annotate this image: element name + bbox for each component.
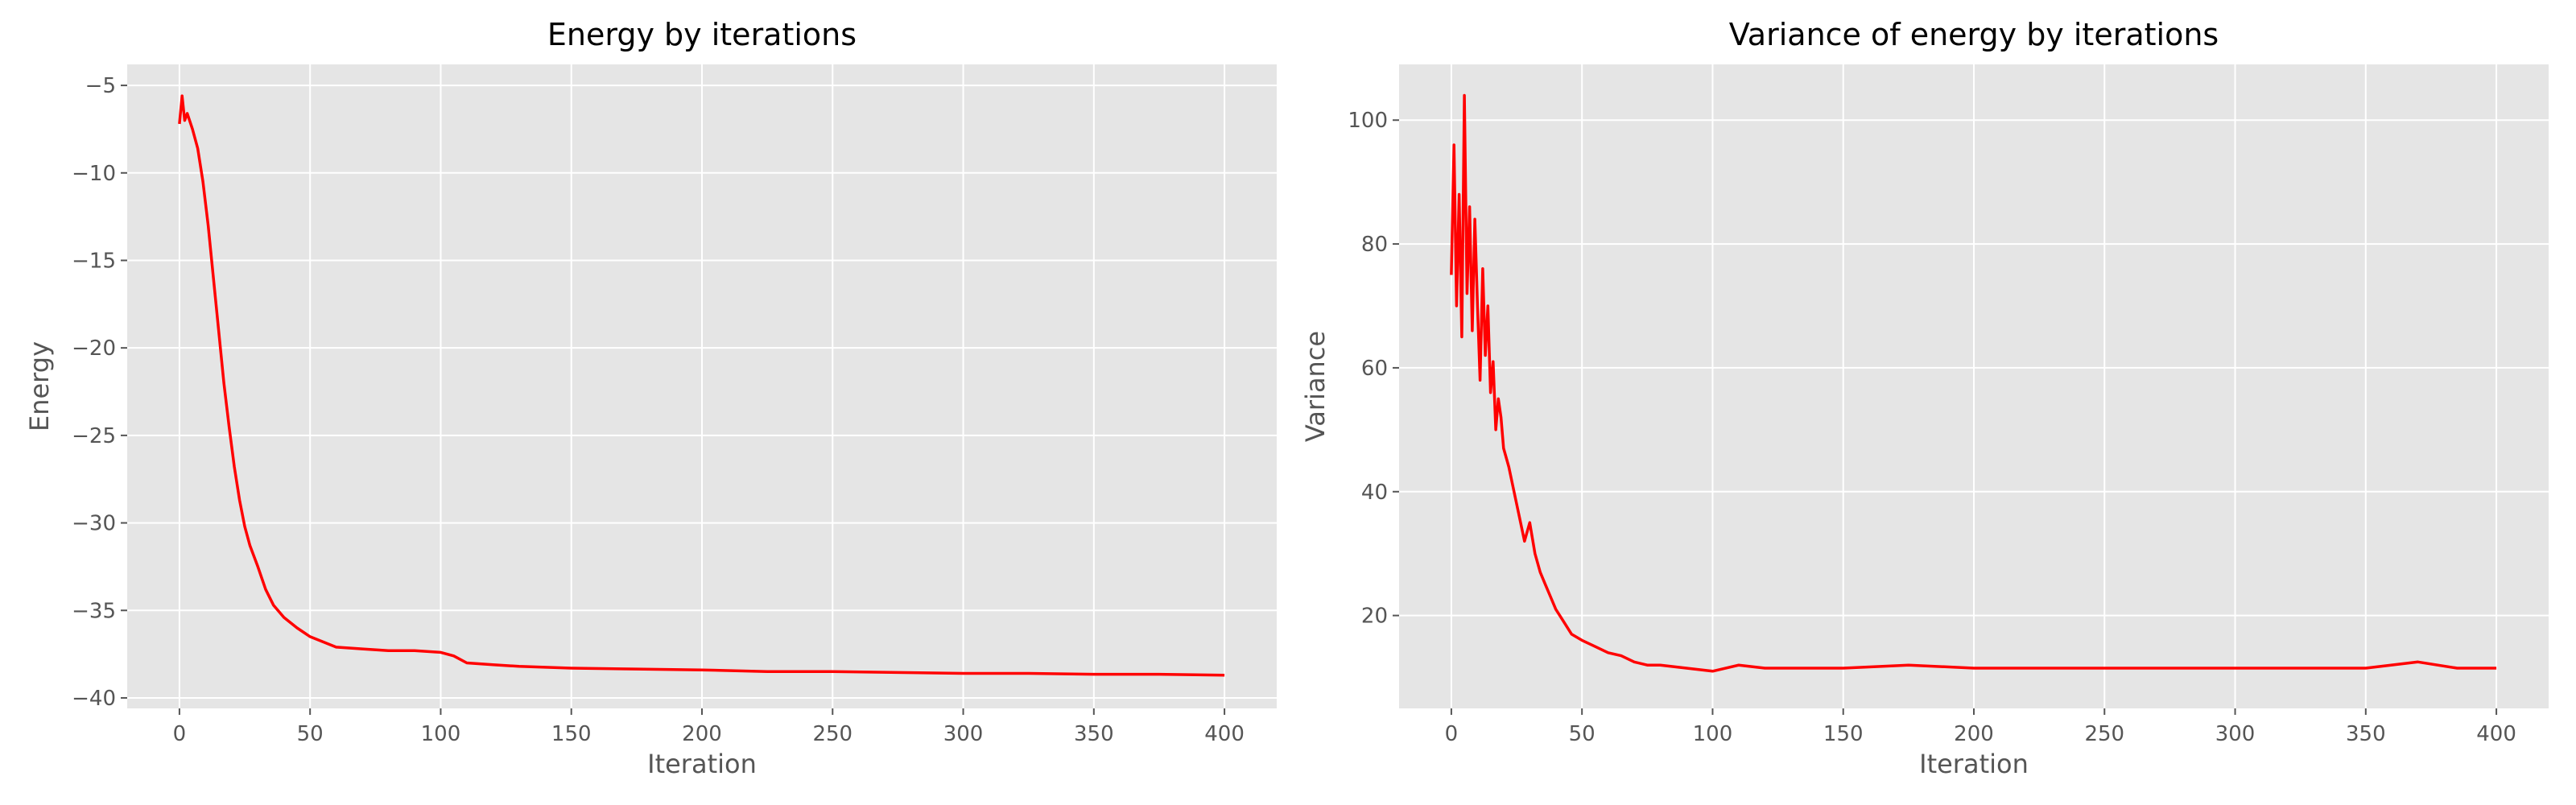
series-layer (178, 94, 1225, 677)
x-tick-label: 400 (2476, 722, 2516, 746)
y-tick-label: −5 (85, 74, 116, 98)
x-tick-label: 200 (682, 722, 722, 746)
y-tick-label: −15 (72, 249, 116, 273)
x-tick-label: 250 (812, 722, 852, 746)
y-axis: 20 40 60 80 100 (1348, 109, 1399, 629)
y-axis-label: Variance (1300, 331, 1331, 442)
grid (1399, 64, 2549, 708)
x-tick-label: 250 (2084, 722, 2124, 746)
y-tick-label: −30 (72, 512, 116, 536)
x-tick-label: 200 (1954, 722, 1994, 746)
y-axis: −40 −35 −30 −25 −20 −15 −10 −5 (72, 74, 127, 711)
y-tick-label: 80 (1361, 233, 1388, 257)
chart-title: Energy by iterations (547, 17, 857, 52)
grid (127, 64, 1277, 708)
y-tick-label: 20 (1361, 605, 1388, 629)
y-tick-label: −25 (72, 424, 116, 448)
y-axis-label: Energy (24, 341, 55, 431)
chart-title: Variance of energy by iterations (1729, 17, 2219, 52)
x-axis: 0 50 100 150 200 250 300 350 400 (1445, 708, 2516, 746)
x-tick-label: 50 (297, 722, 324, 746)
y-tick-label: −35 (72, 599, 116, 623)
y-tick-label: −10 (72, 162, 116, 186)
x-axis: 0 50 100 150 200 250 300 350 400 (173, 708, 1245, 746)
x-tick-label: 150 (1823, 722, 1864, 746)
x-axis-label: Iteration (647, 749, 757, 779)
series-layer (1450, 93, 2497, 673)
y-tick-label: 60 (1361, 357, 1388, 381)
x-tick-label: 400 (1204, 722, 1245, 746)
y-tick-label: 100 (1348, 109, 1388, 133)
x-tick-label: 0 (173, 722, 187, 746)
x-axis-label: Iteration (1919, 749, 2029, 779)
x-tick-label: 150 (551, 722, 592, 746)
x-tick-label: 100 (1693, 722, 1733, 746)
series-line (178, 94, 1225, 677)
x-tick-label: 100 (421, 722, 461, 746)
x-tick-label: 350 (1074, 722, 1114, 746)
energy-chart: Energy by iterations 0 50 100 150 200 250 300 3… (24, 17, 1277, 779)
y-tick-label: −20 (72, 336, 116, 361)
series-line (1450, 93, 2497, 673)
x-tick-label: 300 (943, 722, 984, 746)
x-tick-label: 350 (2346, 722, 2386, 746)
x-tick-label: 0 (1445, 722, 1459, 746)
x-tick-label: 300 (2215, 722, 2256, 746)
variance-chart: Variance of energy by iterations 0 50 100 1… (1300, 17, 2549, 779)
y-tick-label: −40 (72, 687, 116, 711)
x-tick-label: 50 (1569, 722, 1596, 746)
y-tick-label: 40 (1361, 481, 1388, 505)
